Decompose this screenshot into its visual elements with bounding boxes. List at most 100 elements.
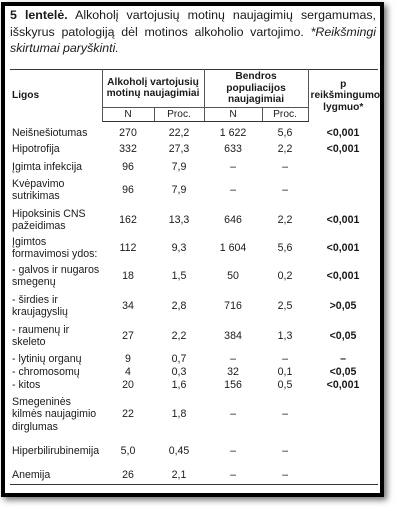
col-header-general-population: Bendros populiacijos naujagimiai: [204, 69, 309, 108]
cell-proc-alcohol: 27,3: [168, 143, 190, 156]
cell-proc-alcohol: 7,9: [171, 184, 187, 197]
header-row-2: N Proc. N Proc.: [10, 107, 378, 122]
cell-proc-population: –: [282, 161, 288, 174]
cell-proc-population: 1,3: [277, 330, 293, 343]
cell-n-population: 1 604: [219, 242, 247, 255]
cell-disease-name: - lytinių organų: [12, 352, 82, 365]
cell-n-alcohol: 34: [122, 300, 134, 313]
cell-proc-alcohol: 1,5: [171, 270, 187, 283]
cell-disease-name: - chromosomų: [12, 366, 80, 379]
cell-n-population: –: [230, 184, 236, 197]
cell-disease-name: Anemija: [10, 466, 102, 485]
cell-p-value: <0,05: [329, 330, 357, 343]
cell-n-alcohol: 20: [122, 379, 134, 392]
cell-disease-name: Įgimta infekcija: [12, 161, 83, 174]
cell-proc-alcohol: 1,8: [171, 408, 187, 421]
cell-n-alcohol: 162: [119, 214, 137, 227]
caption-note: *Reikšmingi skirtumai paryškinti.: [10, 24, 376, 56]
cell-proc-population: 0,5: [277, 379, 293, 392]
cell-proc-alcohol: 13,3: [168, 214, 190, 227]
cell-p-value: [308, 466, 379, 485]
cell-n-population: –: [230, 352, 236, 365]
header-row-1: Ligos Alkoholį vartojusių motinų naujagi…: [10, 69, 380, 122]
cell-p-value: <0,001: [326, 143, 360, 156]
cell-proc-alcohol: 0,7: [171, 352, 187, 365]
cell-n-population: 646: [224, 214, 242, 227]
table-row: Hipotrofija 332 27,3 633 2,2 <0,001: [10, 139, 378, 159]
cell-n-population: 633: [224, 143, 242, 156]
cell-n-alcohol: 9: [125, 352, 131, 365]
table-row: Anemija 26 2,1– –: [10, 466, 379, 485]
col-header-proc-2: Proc.: [262, 107, 309, 122]
cell-p-value: <0,001: [326, 270, 360, 283]
cell-disease-name: Smegeninės kilmės naujagimio dirglumas: [12, 396, 97, 433]
table-row: - kitos 20 1,6 156 0,5 <0,001: [10, 378, 378, 392]
cell-proc-population: 5,6: [277, 127, 293, 139]
cell-proc-population: 0,1: [277, 366, 293, 379]
cell-disease-name: Kvėpavimo sutrikimas: [12, 178, 65, 203]
table-row: - raumenų ir skeleto 27 2,2 384 1,3 <0,05: [10, 321, 378, 351]
cell-n-alcohol: 112: [119, 242, 137, 255]
cell-proc-population: 2,2: [277, 143, 293, 156]
cell-proc-population: –: [282, 445, 288, 458]
cell-proc-population: 5,6: [277, 242, 293, 255]
cell-proc-population: –: [282, 408, 288, 421]
cell-proc-alcohol: 9,3: [171, 242, 187, 255]
col-header-ligos: Ligos: [10, 69, 103, 122]
cell-p-value: –: [340, 352, 346, 365]
cell-n-alcohol: 27: [122, 330, 134, 343]
table-row: - širdies ir kraujagyslių 34 2,8 716 2,5 >0,0…: [10, 291, 378, 321]
table-row: - chromosomų 4 0,3 32 0,1 <0,05: [10, 366, 378, 378]
col-header-p-value: p reikšmingumo lygmuo*: [308, 69, 380, 122]
table-row: Įgimta infekcija 96 7,9 – –: [10, 159, 378, 175]
table-row: Hipoksinis CNS pažeidimas 162 13,3 646 2,2 <0…: [10, 205, 378, 235]
cell-n-population: –: [230, 161, 236, 174]
cell-disease-name: Hipoksinis CNS pažeidimas: [12, 208, 86, 233]
cell-proc-population: 2,2: [277, 214, 293, 227]
cell-proc-alcohol: 1,6: [171, 379, 187, 392]
cell-p-value: >0,05: [329, 300, 357, 313]
table-row: Įgimtos formavimosi ydos: 112 9,3 1 604 5,6 <…: [10, 235, 378, 261]
cell-proc-alcohol: 0,45: [168, 445, 190, 458]
table-row: - lytinių organų 9 0,7 – – –: [10, 351, 378, 366]
cell-disease-name: Hipotrofija: [12, 143, 60, 156]
cell-p-value: [308, 175, 378, 205]
document-frame: 5 lentelė. Alkoholį vartojusių motinų na…: [1, 2, 384, 497]
cell-n-population: 156: [224, 379, 242, 392]
col-header-n-2: N: [204, 107, 263, 122]
cell-p-value: <0,001: [326, 242, 360, 255]
cell-proc-population: –: [282, 352, 288, 365]
cell-proc-population: –: [262, 466, 309, 485]
table-caption: 5 lentelė. Alkoholį vartojusių motinų na…: [10, 7, 376, 57]
cell-p-value: <0,001: [326, 214, 360, 227]
cell-n-alcohol: 4: [125, 366, 131, 379]
caption-text: Alkoholį vartojusių motinų naujagimių se…: [10, 8, 376, 39]
cell-proc-alcohol: 7,9: [171, 161, 187, 174]
cell-n-population: 384: [224, 330, 242, 343]
cell-disease-name: Neišnešiotumas: [12, 126, 88, 139]
cell-n-alcohol: 270: [119, 127, 137, 139]
cell-n-alcohol: 18: [122, 270, 134, 283]
cell-n-population: 50: [227, 270, 239, 283]
morbidity-table: Ligos Alkoholį vartojusių motinų naujagi…: [10, 69, 380, 485]
cell-n-alcohol: 22: [122, 408, 134, 421]
cell-n-alcohol: 26: [102, 466, 154, 485]
cell-n-alcohol: 96: [122, 161, 134, 174]
cell-p-value: [308, 436, 378, 466]
cell-disease-name: Įgimtos formavimosi ydos:: [12, 236, 98, 261]
cell-p-value: <0,001: [326, 126, 360, 139]
table-row: Hiperbilirubinemija 5,0 0,45 – –: [10, 436, 378, 466]
cell-p-value: [308, 159, 378, 175]
cell-disease-name: - galvos ir nugaros smegenų: [12, 264, 100, 289]
table-row: Kvėpavimo sutrikimas 96 7,9 – –: [10, 175, 378, 205]
cell-proc-alcohol: 2,2: [171, 330, 187, 343]
cell-n-population: –: [230, 408, 236, 421]
table-row: - galvos ir nugaros smegenų 18 1,5 50 0,2 <0,…: [10, 261, 378, 291]
cell-disease-name: - širdies ir kraujagyslių: [12, 294, 68, 319]
cell-n-population: 32: [227, 366, 239, 379]
cell-n-alcohol: 5,0: [120, 445, 136, 458]
cell-p-value: [308, 392, 378, 436]
cell-disease-name: - kitos: [12, 379, 41, 392]
table-row: Smegeninės kilmės naujagimio dirglumas 22…: [10, 392, 378, 436]
cell-proc-alcohol: 2,1: [154, 466, 205, 485]
